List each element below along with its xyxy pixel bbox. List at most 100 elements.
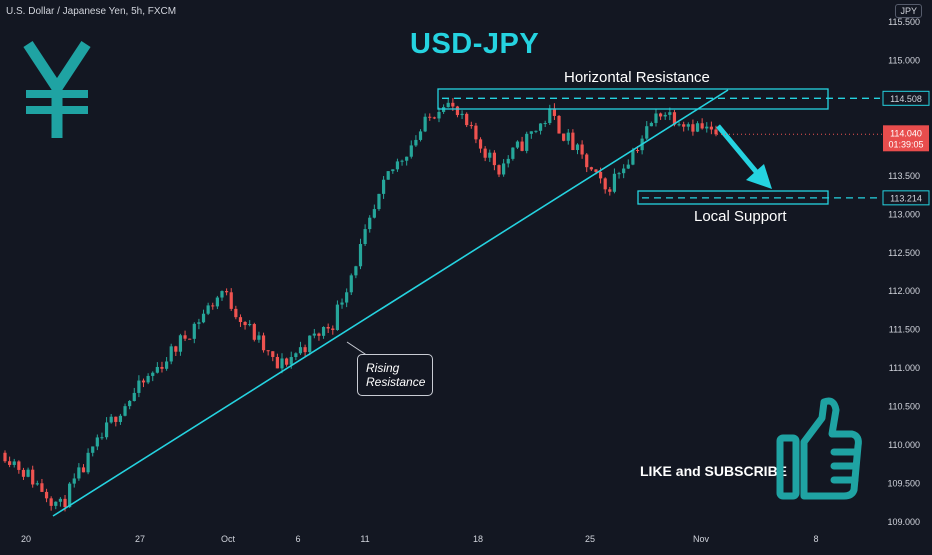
- candle-body: [197, 322, 201, 324]
- candle-body: [543, 123, 547, 125]
- candle-body: [529, 131, 533, 134]
- candle-body: [261, 335, 266, 351]
- candle-body: [160, 366, 164, 369]
- symbol-description: U.S. Dollar / Japanese Yen, 5h, FXCM: [6, 6, 177, 17]
- candle-body: [146, 375, 150, 383]
- current-price-tag: 114.040: [890, 128, 922, 138]
- candle-body: [418, 131, 423, 140]
- support-tag-box: [882, 190, 930, 206]
- candle-body: [215, 297, 219, 307]
- candle-body: [335, 304, 340, 331]
- y-tick-label: 113.500: [888, 171, 920, 181]
- candle-body: [709, 126, 713, 130]
- candle-body: [492, 152, 496, 166]
- candle-body: [49, 498, 53, 506]
- candle-body: [86, 452, 90, 473]
- candle-body: [321, 327, 326, 336]
- candle-body: [114, 416, 118, 422]
- candle-body: [35, 483, 39, 485]
- x-tick-label: 27: [135, 534, 145, 544]
- candle-body: [538, 123, 543, 131]
- candle-body: [151, 372, 155, 376]
- x-axis: 20 27 Oct 6 11 18 25 Nov 8: [21, 534, 819, 544]
- candle-body: [437, 111, 441, 119]
- currency-button[interactable]: JPY: [895, 4, 922, 18]
- candle-body: [211, 305, 215, 307]
- candle-body: [26, 469, 30, 477]
- candle-body: [58, 498, 63, 502]
- candle-body: [354, 266, 358, 276]
- callout-line-1: Rising: [366, 361, 400, 375]
- candle-body: [326, 327, 330, 329]
- resistance-tag-box: [882, 90, 930, 106]
- x-tick-label: 6: [295, 534, 300, 544]
- candle-body: [562, 133, 566, 141]
- candle-body: [603, 178, 607, 190]
- candle-body: [534, 130, 538, 132]
- candle-body: [68, 483, 72, 508]
- current-tag-box: [883, 125, 929, 152]
- candle-body: [275, 356, 279, 369]
- candle-body: [423, 116, 427, 132]
- candle-body: [266, 350, 270, 352]
- candle-body: [220, 291, 224, 298]
- candle-body: [446, 102, 450, 108]
- candle-body: [331, 328, 335, 331]
- candle-body: [312, 333, 316, 336]
- candle-body: [571, 132, 575, 151]
- candle-body: [238, 317, 243, 322]
- candle-body: [303, 347, 307, 353]
- candle-body: [271, 351, 275, 357]
- like-subscribe-label: LIKE and SUBSCRIBE: [640, 463, 788, 479]
- candle-body: [409, 145, 413, 157]
- candle-body: [598, 171, 603, 179]
- candle-body: [17, 461, 21, 470]
- candle-body: [54, 501, 58, 506]
- candle-body: [488, 152, 492, 158]
- candle-body: [677, 124, 681, 126]
- candle-body: [206, 305, 210, 314]
- candle-body: [381, 179, 386, 194]
- x-tick-label: 11: [360, 534, 369, 544]
- down-arrow-shaft: [716, 124, 760, 176]
- candle-body: [451, 102, 455, 107]
- candle-body: [100, 437, 104, 439]
- candle-body: [123, 406, 127, 416]
- candle-body: [358, 244, 363, 267]
- candle-body: [649, 122, 653, 127]
- candle-body: [349, 275, 353, 293]
- candle-body: [668, 112, 672, 115]
- resistance-price-tag: 114.508: [890, 94, 922, 104]
- candle-body: [552, 108, 557, 116]
- candles: [3, 97, 718, 512]
- support-price-tag: 113.214: [890, 193, 922, 203]
- y-tick-label: 111.500: [889, 325, 920, 335]
- candle-body: [395, 161, 400, 170]
- candle-body: [691, 124, 695, 132]
- candle-body: [372, 209, 376, 218]
- candle-body: [548, 108, 552, 124]
- resistance-zone: [437, 88, 829, 110]
- candle-body: [474, 125, 478, 140]
- candle-body: [155, 366, 159, 373]
- candle-body: [400, 160, 404, 162]
- candle-body: [169, 346, 173, 362]
- candle-body: [128, 400, 132, 407]
- candle-body: [340, 302, 344, 305]
- y-tick-label: 112.500: [888, 248, 920, 258]
- drawings: [52, 88, 880, 517]
- candle-body: [695, 123, 700, 132]
- candle-body: [280, 358, 284, 369]
- candle-body: [608, 189, 612, 192]
- candle-body: [308, 335, 312, 353]
- rising-resistance-callout: Rising Resistance: [357, 354, 433, 396]
- candle-body: [81, 467, 86, 473]
- candle-body: [566, 132, 570, 141]
- candle-body: [257, 335, 261, 340]
- candle-body: [174, 346, 178, 352]
- candle-body: [72, 478, 76, 484]
- candle-body: [483, 148, 487, 158]
